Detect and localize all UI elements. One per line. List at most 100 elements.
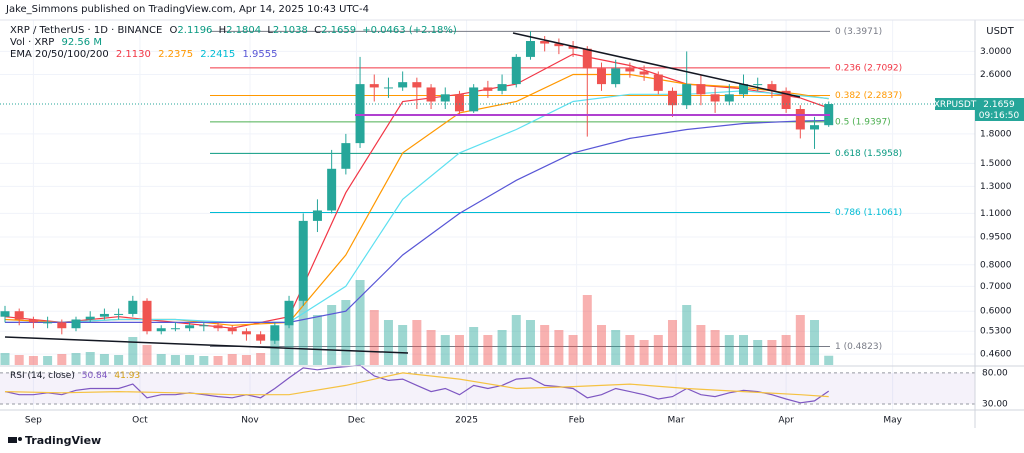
- rsi-legend: RSI (14, close) 50.84 41.93: [10, 371, 140, 381]
- candle-body: [0, 311, 10, 317]
- candle-body: [156, 328, 166, 332]
- ema-label: EMA 20/50/100/200: [10, 49, 109, 60]
- candle-body: [795, 109, 805, 130]
- candle-body: [142, 300, 152, 332]
- rsi-ma-value: 41.93: [114, 371, 140, 381]
- volume-bar: [57, 354, 67, 365]
- fib-label: 0.382 (2.2837): [835, 91, 902, 101]
- ohlc-value: 2.1038: [273, 25, 308, 36]
- volume-bar: [85, 352, 95, 365]
- fib-label: 0.786 (1.1061): [835, 208, 902, 218]
- volume-bar: [454, 335, 464, 365]
- candle-body: [114, 313, 124, 315]
- candle-body: [170, 328, 180, 330]
- volume-bar: [724, 335, 734, 365]
- x-tick-label: Feb: [569, 416, 585, 426]
- ohlc-label: O: [170, 25, 178, 36]
- rsi-tick-label: 80.00: [982, 368, 1008, 378]
- ohlc-value: 2.1196: [177, 25, 212, 36]
- volume-bar: [440, 335, 450, 365]
- volume-bar: [185, 355, 195, 365]
- volume-bar: [653, 335, 663, 365]
- candle-body: [383, 87, 393, 89]
- volume-bar: [781, 335, 791, 365]
- volume-bar: [99, 354, 109, 365]
- ohlc-value: 2.1804: [226, 25, 261, 36]
- quote-legend: XRP / TetherUS · 1D · BINANCE O2.1196 H2…: [10, 25, 457, 36]
- volume-legend: Vol · XRP 92.56 M: [10, 37, 102, 48]
- candle-body: [454, 94, 464, 112]
- candle-body: [256, 334, 266, 341]
- volume-bar: [824, 355, 834, 365]
- volume-bar: [383, 320, 393, 365]
- candle-body: [369, 84, 379, 88]
- price-tag-symbol: XRPUSDT: [934, 100, 977, 110]
- volume-bar: [43, 356, 53, 365]
- volume-value: 92.56 M: [62, 37, 102, 48]
- volume-bar: [710, 330, 720, 365]
- y-tick-label: 0.9500: [980, 233, 1012, 243]
- candle-body: [227, 328, 237, 332]
- candle-body: [497, 84, 507, 91]
- candle-body: [312, 210, 322, 221]
- candle-body: [341, 143, 351, 169]
- fib-label: 1 (0.4823): [835, 342, 882, 352]
- x-tick-label: Mar: [668, 416, 685, 426]
- volume-bar: [341, 300, 351, 365]
- candle-body: [696, 84, 706, 95]
- volume-bar: [227, 354, 237, 365]
- volume-bar: [213, 356, 223, 365]
- x-tick-label: May: [883, 416, 902, 426]
- candle-body: [99, 313, 109, 317]
- volume-bar: [582, 295, 592, 365]
- countdown: 09:16:50: [979, 111, 1020, 121]
- candle-body: [710, 94, 720, 102]
- ema-value: 2.1130: [116, 49, 151, 60]
- currency: USDT: [986, 26, 1014, 37]
- rsi-label: RSI (14, close): [10, 371, 75, 381]
- x-tick-label: Dec: [348, 416, 365, 426]
- volume-bar: [611, 330, 621, 365]
- ohlc-label: H: [219, 25, 227, 36]
- y-tick-label: 1.1000: [980, 209, 1012, 219]
- fib-label: 0.236 (2.7092): [835, 63, 902, 73]
- y-tick-label: 1.5000: [980, 159, 1012, 169]
- volume-bar: [753, 340, 763, 365]
- volume-bar: [170, 355, 180, 365]
- logo-shape: [18, 437, 22, 441]
- candle-body: [85, 316, 95, 320]
- volume-bar: [355, 280, 365, 365]
- candle-body: [511, 56, 521, 85]
- volume-bar: [270, 335, 280, 365]
- candle-body: [568, 46, 578, 49]
- y-tick-label: 0.4600: [980, 350, 1012, 360]
- plot-area: 0 (3.3971) 0.236 (2.7092) 0.382 (2.2837) 0.…: [0, 20, 975, 410]
- candle-body: [398, 82, 408, 88]
- x-tick-label: 2025: [455, 416, 478, 426]
- candle-body: [199, 325, 209, 327]
- rsi-value: 50.84: [82, 371, 108, 381]
- y-tick-label: 0.6000: [980, 307, 1012, 317]
- volume-bar: [554, 330, 564, 365]
- volume-bar: [0, 353, 10, 365]
- candle-body: [525, 41, 535, 57]
- volume-bar: [327, 305, 337, 365]
- candle-body: [426, 87, 436, 102]
- change: +0.0463 (+2.18%): [362, 25, 457, 36]
- volume-bar: [241, 355, 251, 365]
- candle-body: [14, 311, 24, 320]
- price-tag: [935, 98, 1024, 110]
- volume-bar: [767, 340, 777, 365]
- candle-body: [185, 325, 195, 329]
- candle-body: [582, 48, 592, 69]
- x-tick-label: Sep: [25, 416, 42, 426]
- candle-body: [213, 325, 223, 329]
- volume-bar: [71, 353, 81, 365]
- volume-bar: [426, 330, 436, 365]
- volume-bar: [795, 315, 805, 365]
- volume-label: Vol · XRP: [10, 37, 54, 48]
- volume-bar: [696, 325, 706, 365]
- volume-bar: [810, 320, 820, 365]
- volume-bar: [312, 315, 322, 365]
